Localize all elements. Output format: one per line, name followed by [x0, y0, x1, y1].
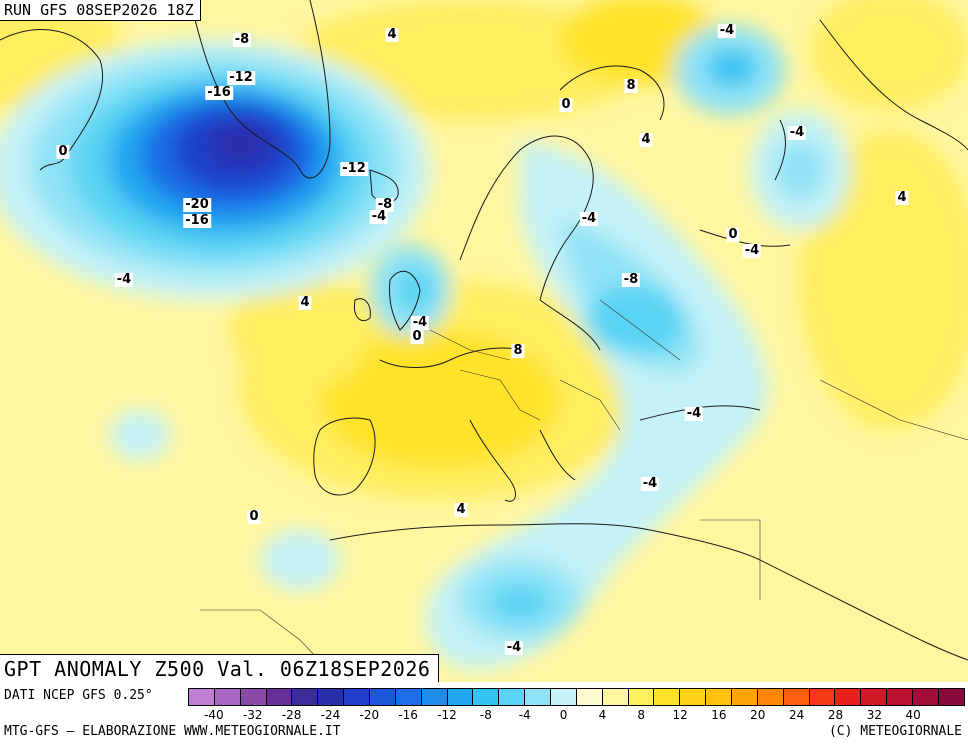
color-scale-cell: [318, 689, 345, 705]
contour-label: -4: [640, 476, 660, 491]
color-scale-cell: [913, 689, 939, 705]
color-scale-label: -4: [518, 708, 531, 722]
contour-label: -12: [227, 70, 255, 85]
contour-label: -4: [684, 406, 704, 421]
color-scale-cell: [473, 689, 500, 705]
contour-label: 0: [410, 329, 424, 344]
contour-label: 0: [247, 509, 261, 524]
color-scale-cell: [499, 689, 526, 705]
color-scale-label: 20: [750, 708, 766, 722]
contour-label: 0: [56, 144, 70, 159]
color-scale-cell: [732, 689, 758, 705]
color-scale-cell: [628, 689, 655, 705]
color-scale-label: 32: [866, 708, 882, 722]
run-label: RUN GFS 08SEP2026 18Z: [0, 0, 201, 21]
color-scale-label: 12: [672, 708, 688, 722]
color-scale-label: 28: [827, 708, 844, 722]
contour-label: -8: [375, 197, 395, 212]
credit-right: (C) METEOGIORNALE: [828, 724, 962, 739]
contour-label: 8: [624, 78, 638, 93]
contour-label: -8: [621, 272, 641, 287]
color-scale-cell: [240, 689, 267, 705]
color-scale-cell: [266, 689, 293, 705]
contour-label: 4: [454, 502, 468, 517]
color-scale-cell: [189, 689, 215, 705]
color-scale-cell: [447, 689, 474, 705]
color-scale-label: -8: [479, 708, 492, 722]
credit-left: MTG-GFS — ELABORAZIONE WWW.METEOGIORNALE…: [4, 724, 341, 739]
color-scale-cell: [421, 689, 448, 705]
color-scale-label: 0: [559, 708, 568, 722]
contour-label: 8: [511, 343, 525, 358]
color-scale-cell: [654, 689, 681, 705]
color-scale-cell: [602, 689, 629, 705]
color-scale-label: -16: [398, 708, 418, 722]
color-scale-label: 24: [789, 708, 805, 722]
color-scale-label: -20: [359, 708, 380, 722]
contour-label: -4: [787, 125, 807, 140]
contour-label: -20: [183, 197, 211, 212]
anomaly-field: [0, 0, 968, 670]
contour-label: -4: [114, 272, 134, 287]
color-scale-cell: [887, 689, 914, 705]
color-scale-cell: [576, 689, 603, 705]
contour-label: -12: [340, 161, 368, 176]
coastlines: [0, 0, 968, 661]
anomaly-map: [0, 0, 968, 682]
color-scale-cell: [938, 689, 964, 705]
contour-label: -4: [579, 211, 599, 226]
contour-label: 4: [895, 190, 909, 205]
color-scale-cell: [370, 689, 396, 705]
color-scale-cell: [783, 689, 810, 705]
color-scale-label: -32: [242, 708, 263, 722]
contour-label: 4: [385, 27, 399, 42]
color-scale-label: 16: [711, 708, 727, 722]
contour-label: 0: [726, 227, 740, 242]
color-scale-cell: [214, 689, 241, 705]
color-scale-cell: [525, 689, 552, 705]
contour-label: 4: [298, 295, 312, 310]
contour-label: -16: [183, 213, 211, 228]
color-scale-label: -28: [281, 708, 302, 722]
contour-label: 4: [639, 132, 653, 147]
color-scale-label: 40: [905, 708, 921, 722]
color-scale-cell: [706, 689, 733, 705]
color-scale-bar: [188, 688, 965, 706]
color-scale-cell: [757, 689, 784, 705]
color-scale-cell: [551, 689, 577, 705]
contour-label: -4: [717, 23, 737, 38]
contour-label: -4: [369, 209, 389, 224]
color-scale-cell: [292, 689, 319, 705]
color-scale-cell: [680, 689, 707, 705]
contour-label: -8: [232, 32, 252, 47]
color-scale-label: -24: [320, 708, 341, 722]
color-scale-label: 4: [598, 708, 607, 722]
color-scale-cell: [835, 689, 862, 705]
color-scale-cell: [395, 689, 422, 705]
contour-label: -4: [504, 640, 524, 655]
data-source: DATI NCEP GFS 0.25°: [4, 688, 153, 703]
contour-label: -4: [742, 243, 762, 258]
color-scale-cell: [861, 689, 888, 705]
color-scale-label: 8: [637, 708, 646, 722]
color-scale-labels: -40 -32 -28 -24 -20 -16 -12 -8 -4 0 4 8 12 16 20 24 28 32…: [188, 708, 965, 722]
map-title: GPT ANOMALY Z500 Val. 06Z18SEP2026: [0, 654, 440, 684]
color-scale-label: -12: [437, 708, 457, 722]
contour-label: 0: [559, 97, 573, 112]
contour-label: -4: [410, 315, 430, 330]
color-scale-label: -40: [204, 708, 224, 722]
color-scale-cell: [809, 689, 836, 705]
contour-label: -16: [205, 85, 233, 100]
color-scale-cell: [344, 689, 371, 705]
